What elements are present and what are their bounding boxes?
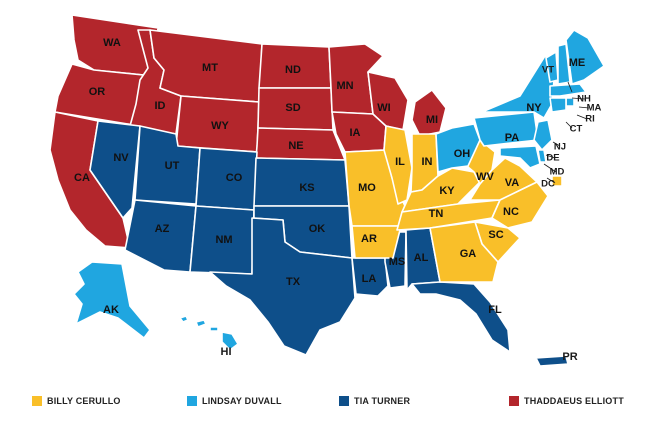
state-label-ak: AK: [103, 304, 119, 316]
state-label-ga: GA: [460, 248, 477, 260]
legend-swatch: [509, 396, 519, 406]
state-ar: [351, 225, 402, 259]
state-label-me: ME: [569, 57, 586, 69]
state-nc: [491, 181, 549, 229]
state-label-wv: WV: [476, 171, 494, 183]
state-label-il: IL: [395, 156, 405, 168]
state-label-mo: MO: [358, 182, 376, 194]
state-label-al: AL: [414, 252, 429, 264]
legend-item: TIA TURNER: [339, 396, 410, 406]
state-label-ar: AR: [361, 233, 377, 245]
state-label-mn: MN: [336, 80, 353, 92]
state-label-ma: MA: [587, 103, 602, 114]
state-il: [383, 125, 413, 205]
state-label-ms: MS: [389, 256, 406, 268]
state-label-va: VA: [505, 177, 520, 189]
state-label-in: IN: [422, 156, 433, 168]
legend-swatch: [339, 396, 349, 406]
legend-item: LINDSAY DUVALL: [187, 396, 282, 406]
state-label-ne: NE: [288, 140, 303, 152]
state-tx: [209, 217, 356, 356]
state-fl: [411, 281, 511, 353]
legend-label: TIA TURNER: [354, 396, 411, 406]
state-label-pr: PR: [562, 351, 577, 363]
state-label-fl: FL: [488, 304, 502, 316]
state-label-wi: WI: [377, 102, 390, 114]
state-label-la: LA: [362, 273, 377, 285]
state-label-wy: WY: [211, 120, 229, 132]
state-label-id: ID: [155, 100, 166, 112]
state-label-ky: KY: [439, 185, 455, 197]
state-label-nm: NM: [215, 234, 232, 246]
state-label-nc: NC: [503, 206, 519, 218]
state-label-ct: CT: [570, 124, 583, 135]
legend-swatch: [187, 396, 197, 406]
state-label-sd: SD: [285, 102, 300, 114]
state-label-nv: NV: [113, 152, 129, 164]
state-label-nj: NJ: [554, 142, 566, 153]
map-legend: BILLY CERULLO LINDSAY DUVALL TIA TURNER THA…: [0, 396, 650, 416]
state-hi: [179, 315, 239, 351]
state-ga: [429, 221, 499, 283]
state-label-pa: PA: [505, 132, 520, 144]
state-label-ca: CA: [74, 172, 90, 184]
state-label-tn: TN: [429, 208, 444, 220]
state-label-vt: VT: [542, 65, 554, 76]
state-label-ut: UT: [165, 160, 180, 172]
state-label-ok: OK: [309, 223, 326, 235]
legend-item: THADDAEUS ELLIOTT: [509, 396, 624, 406]
state-md: [499, 145, 541, 169]
state-label-tx: TX: [286, 276, 301, 288]
state-oh: [435, 123, 481, 173]
legend-swatch: [32, 396, 42, 406]
state-ri: [565, 97, 575, 107]
state-az: [124, 199, 197, 273]
state-ct: [549, 97, 567, 113]
state-label-hi: HI: [221, 346, 232, 358]
legend-label: LINDSAY DUVALL: [202, 396, 282, 406]
legend-label: THADDAEUS ELLIOTT: [524, 396, 624, 406]
state-dc: [551, 175, 563, 187]
state-label-mi: MI: [426, 114, 438, 126]
legend-item: BILLY CERULLO: [32, 396, 121, 406]
state-label-ia: IA: [350, 127, 361, 139]
state-label-sc: SC: [488, 229, 503, 241]
territory-map: WA OR CA ID MT WY ND SD NE MN IA WI MI NV UT AZ CO NM KS OK…: [49, 14, 605, 367]
state-label-or: OR: [89, 86, 106, 98]
state-nj: [533, 119, 553, 151]
state-label-dc: DC: [541, 179, 555, 190]
state-label-de: DE: [546, 153, 559, 164]
state-label-ny: NY: [526, 102, 542, 114]
state-label-nd: ND: [285, 64, 301, 76]
state-label-az: AZ: [155, 223, 170, 235]
state-ak: [73, 261, 151, 339]
state-label-ks: KS: [299, 182, 314, 194]
legend-label: BILLY CERULLO: [47, 396, 121, 406]
state-pa: [473, 111, 539, 147]
state-label-nh: NH: [577, 94, 591, 105]
state-label-co: CO: [226, 172, 243, 184]
state-label-ri: RI: [585, 114, 595, 125]
state-nh: [557, 43, 571, 85]
state-nv: [89, 120, 141, 219]
state-label-wa: WA: [103, 37, 121, 49]
state-label-oh: OH: [454, 148, 471, 160]
state-ma: [549, 83, 587, 97]
state-pr: [535, 355, 569, 367]
state-label-mt: MT: [202, 62, 218, 74]
state-label-md: MD: [550, 167, 565, 178]
